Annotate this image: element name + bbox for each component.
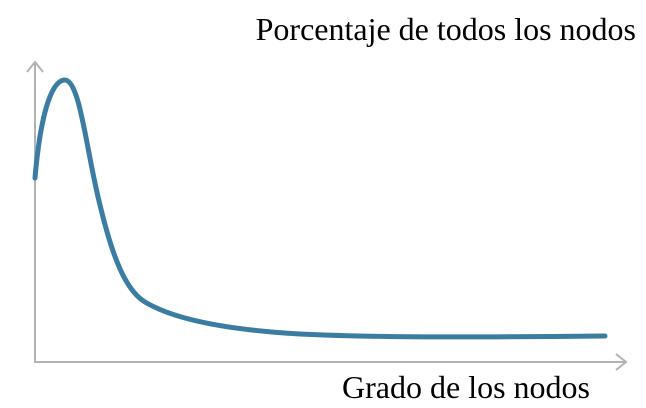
x-axis-arrow — [615, 353, 628, 371]
axes — [26, 60, 628, 371]
x-axis-label: Grado de los nodos — [342, 369, 590, 405]
y-axis-label: Porcentaje de todos los nodos — [256, 11, 636, 47]
distribution-curve — [32, 77, 608, 340]
y-axis-arrow — [26, 60, 44, 73]
